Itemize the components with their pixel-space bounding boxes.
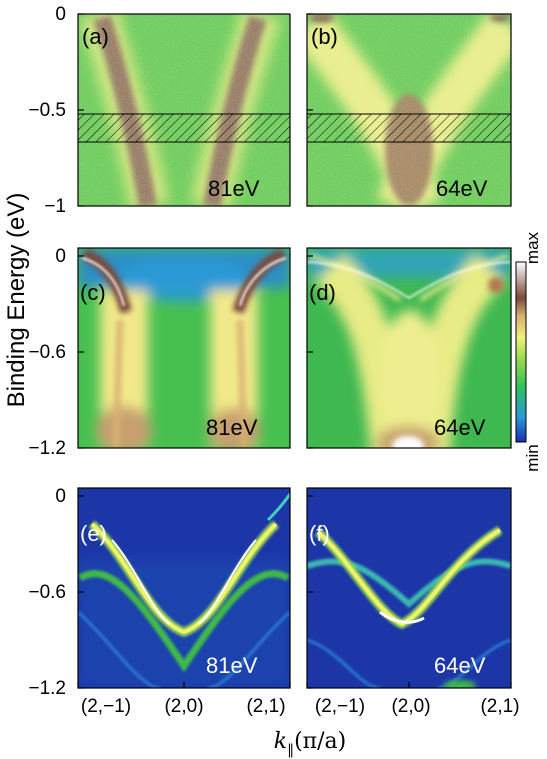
y-tick-mid-2: −1.2	[28, 438, 66, 459]
panel-b-energy: 64eV	[436, 176, 488, 201]
panel-f-background	[307, 488, 511, 688]
y-axis-title: Binding Energy (eV)	[3, 193, 30, 408]
panel-e	[78, 488, 290, 688]
panel-a-energy: 81eV	[208, 176, 260, 201]
panel-c	[78, 248, 290, 448]
panel-c-energy: 81eV	[206, 415, 258, 440]
colorbar-min-label: min	[523, 444, 542, 471]
x-axis-title: k‖(π/a)	[274, 729, 347, 758]
panel-a	[78, 14, 290, 206]
y-axis-middle	[78, 255, 313, 449]
colorbar	[515, 261, 527, 443]
panel-d-bowl	[315, 254, 505, 448]
x-axis-ticks	[77, 682, 512, 688]
panel-d	[307, 248, 511, 448]
y-tick-mid-1: −0.6	[28, 342, 66, 363]
panel-c-letter: (c)	[80, 280, 106, 305]
x-tick-right-2: (2,1)	[480, 696, 519, 717]
panel-f-letter: (f)	[309, 521, 330, 546]
panel-f	[307, 488, 511, 688]
panel-b-letter: (b)	[311, 24, 338, 49]
panel-d-energy: 64eV	[434, 415, 486, 440]
panel-e-lower-band	[78, 570, 290, 673]
panel-a-hatched-band	[78, 113, 290, 143]
panel-e-letter: (e)	[80, 521, 107, 546]
y-tick-mid-0: 0	[55, 246, 66, 267]
x-tick-left-2: (2,1)	[246, 696, 285, 717]
panel-b-hatched-band	[307, 113, 511, 143]
panel-f-upper-band	[307, 558, 511, 609]
y-axis-top	[78, 13, 313, 207]
panel-e-energy: 81eV	[206, 653, 258, 678]
y-tick-top-1: −0.5	[28, 100, 66, 121]
x-tick-left-1: (2,0)	[164, 696, 203, 717]
y-tick-bot-0: 0	[55, 486, 66, 507]
panel-a-letter: (a)	[82, 24, 109, 49]
y-tick-bot-1: −0.6	[28, 582, 66, 603]
x-tick-right-1: (2,0)	[391, 696, 430, 717]
panel-b	[307, 14, 511, 206]
y-tick-top-2: −1	[44, 196, 66, 217]
y-tick-bot-2: −1.2	[28, 678, 66, 699]
x-tick-right-0: (2,−1)	[315, 696, 365, 717]
y-tick-top-0: 0	[55, 4, 66, 25]
panel-f-energy: 64eV	[434, 653, 486, 678]
x-tick-left-0: (2,−1)	[81, 696, 131, 717]
y-axis-bottom	[78, 495, 313, 689]
panel-d-letter: (d)	[309, 280, 336, 305]
colorbar-max-label: max	[523, 231, 542, 264]
